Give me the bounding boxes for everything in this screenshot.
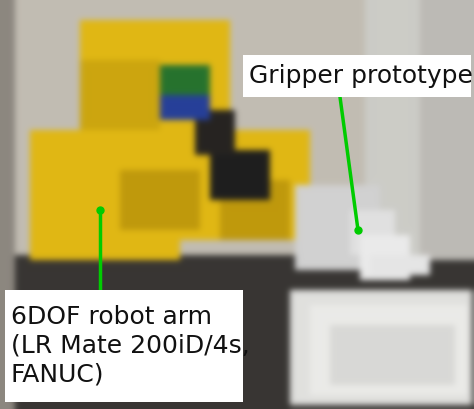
Text: Gripper prototype: Gripper prototype — [249, 64, 473, 88]
FancyBboxPatch shape — [5, 290, 243, 402]
FancyBboxPatch shape — [243, 55, 471, 97]
Text: 6DOF robot arm
(LR Mate 200iD/4s,
FANUC): 6DOF robot arm (LR Mate 200iD/4s, FANUC) — [11, 305, 250, 387]
